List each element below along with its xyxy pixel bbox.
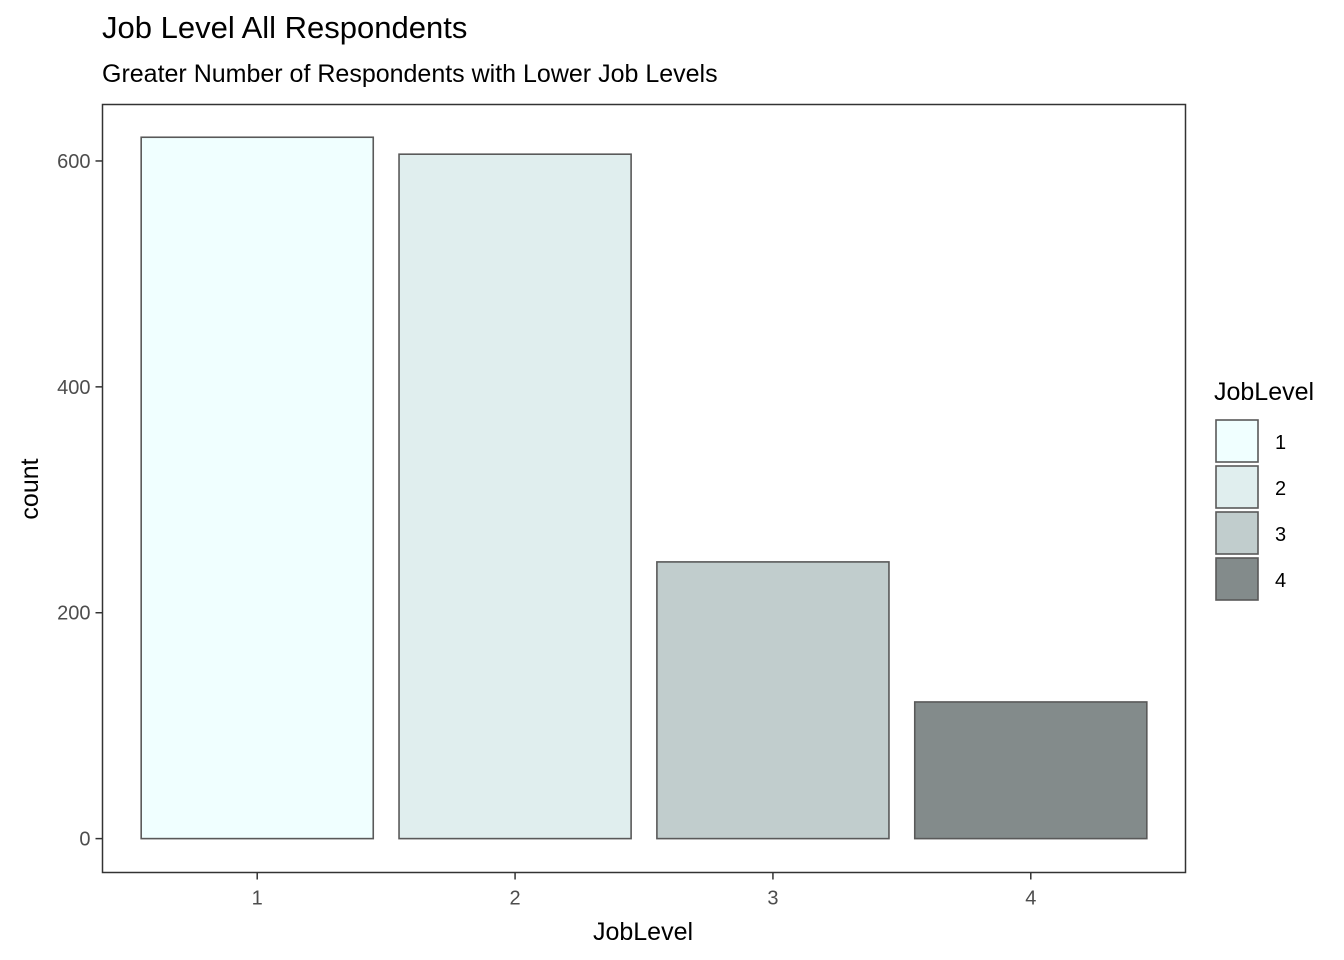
x-tick-label-4: 4 bbox=[1025, 888, 1036, 910]
legend-key-3 bbox=[1215, 511, 1259, 555]
x-tick-label-1: 1 bbox=[252, 888, 263, 910]
legend-key-1 bbox=[1215, 419, 1259, 463]
chart-title: Job Level All Respondents bbox=[102, 10, 468, 45]
legend: JobLevel 1 2 3 4 bbox=[1214, 378, 1314, 601]
y-axis: 0 200 400 600 bbox=[57, 151, 103, 851]
bar-3 bbox=[656, 561, 890, 840]
bar-4 bbox=[913, 701, 1148, 840]
chart-subtitle: Greater Number of Respondents with Lower… bbox=[102, 60, 718, 88]
bar-1 bbox=[140, 136, 375, 840]
legend-label-4: 4 bbox=[1275, 570, 1286, 592]
y-tick-label-400: 400 bbox=[57, 377, 90, 399]
legend-label-2: 2 bbox=[1275, 478, 1286, 500]
x-tick-label-2: 2 bbox=[510, 888, 521, 910]
y-axis-title: count bbox=[16, 458, 44, 519]
legend-key-2 bbox=[1215, 465, 1259, 509]
y-tick-label-200: 200 bbox=[57, 603, 90, 625]
legend-key-4 bbox=[1215, 557, 1259, 601]
legend-label-3: 3 bbox=[1275, 524, 1286, 546]
bar-2 bbox=[398, 153, 632, 840]
bars-layer bbox=[140, 136, 1148, 840]
legend-label-1: 1 bbox=[1275, 432, 1286, 454]
y-tick-label-0: 0 bbox=[79, 829, 90, 851]
legend-title: JobLevel bbox=[1214, 378, 1314, 406]
panel-border bbox=[101, 103, 1187, 874]
x-axis-title: JobLevel bbox=[593, 918, 693, 946]
x-axis: 1 2 3 4 bbox=[252, 872, 1036, 910]
legend-items: 1 2 3 4 bbox=[1215, 419, 1286, 601]
y-tick-label-600: 600 bbox=[57, 151, 90, 173]
x-tick-label-3: 3 bbox=[767, 888, 778, 910]
